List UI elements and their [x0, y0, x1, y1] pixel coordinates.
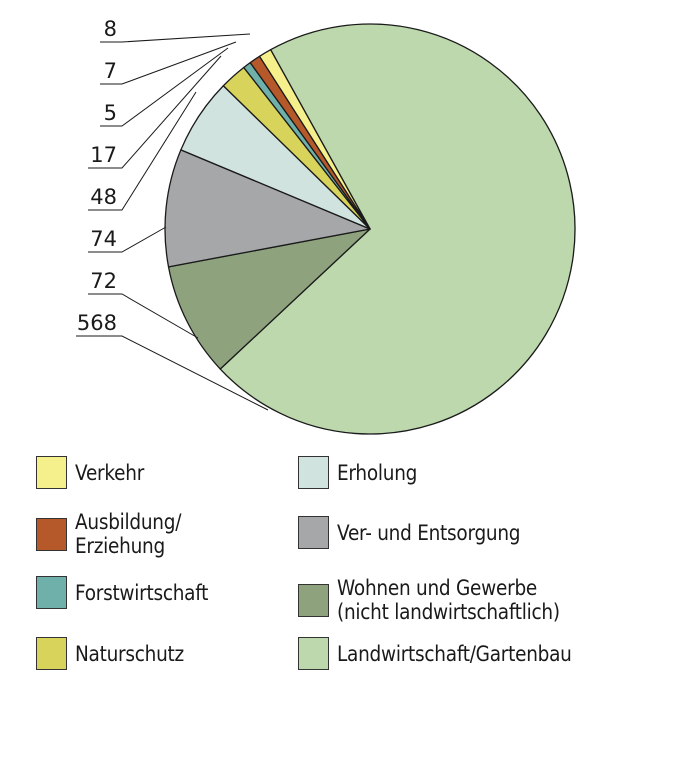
value-label: 48 [90, 185, 117, 209]
legend-swatch [298, 637, 329, 670]
leader-line [88, 293, 199, 339]
legend-label: Ver- und Entsorgung [337, 520, 521, 545]
value-label: 8 [104, 17, 117, 41]
leader-line [100, 41, 237, 85]
value-label: 74 [90, 227, 117, 251]
leader-line [88, 91, 197, 211]
legend-label: Landwirtschaft/Gartenbau [337, 641, 572, 666]
legend-item-verkehr: Verkehr [36, 456, 153, 489]
value-label: 72 [90, 269, 117, 293]
legend-label: Ausbildung/ Erziehung [75, 510, 182, 558]
legend-swatch [298, 456, 329, 489]
legend-swatch [36, 456, 67, 489]
legend-item-ver-entsorgung: Ver- und Entsorgung [298, 516, 545, 549]
legend-item-wohnen-gewerbe: Wohnen und Gewerbe (nicht landwirtschaft… [298, 576, 590, 624]
legend-item-ausbildung: Ausbildung/ Erziehung [36, 510, 196, 558]
legend-swatch [298, 583, 329, 617]
leader-line [76, 335, 269, 411]
legend-label: Naturschutz [75, 641, 184, 666]
legend-label: Verkehr [75, 460, 145, 485]
legend-item-forstwirtschaft: Forstwirtschaft [36, 576, 226, 609]
legend-label: Wohnen und Gewerbe (nicht landwirtschaft… [337, 576, 560, 624]
legend-item-landwirtschaft: Landwirtschaft/Gartenbau [298, 637, 604, 670]
leader-line [88, 226, 167, 253]
pie-slice [167, 228, 371, 370]
legend-swatch [36, 576, 67, 609]
legend-swatch [36, 517, 67, 551]
legend-label: Forstwirtschaft [75, 580, 209, 605]
legend-swatch [36, 637, 67, 670]
legend-item-erholung: Erholung [298, 456, 428, 489]
legend-swatch [298, 516, 329, 549]
leader-line [100, 47, 229, 127]
value-label: 5 [104, 101, 117, 125]
value-label: 7 [104, 59, 117, 83]
leader-line [88, 55, 222, 169]
value-label: 568 [77, 311, 117, 335]
legend-label: Erholung [337, 460, 418, 485]
leader-line [100, 33, 251, 43]
pie-slice [164, 149, 371, 268]
value-label: 17 [90, 143, 117, 167]
pie-slice [219, 23, 576, 435]
legend-item-naturschutz: Naturschutz [36, 637, 199, 670]
pie-slice [258, 49, 371, 230]
